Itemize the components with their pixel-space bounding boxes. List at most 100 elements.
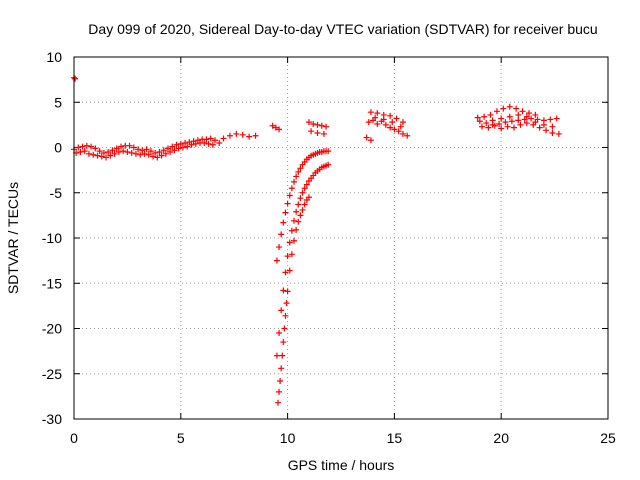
y-tick-label: 10 xyxy=(46,49,62,65)
series-group xyxy=(71,130,259,156)
data-point xyxy=(372,114,379,121)
data-point xyxy=(282,209,289,216)
data-point xyxy=(154,154,161,161)
data-point xyxy=(277,377,284,384)
data-point xyxy=(201,139,208,146)
x-tick-label: 25 xyxy=(600,430,616,446)
data-point xyxy=(130,144,137,151)
data-point xyxy=(288,185,295,192)
data-point xyxy=(75,144,82,151)
x-tick-label: 5 xyxy=(177,430,185,446)
data-point xyxy=(278,307,285,314)
data-point xyxy=(169,143,176,150)
data-point xyxy=(487,111,494,118)
data-point xyxy=(540,121,547,128)
data-point xyxy=(284,288,291,295)
data-point xyxy=(303,181,310,188)
data-point xyxy=(528,115,535,122)
data-point xyxy=(404,132,411,139)
data-point xyxy=(269,122,276,129)
data-point xyxy=(295,201,302,208)
data-point xyxy=(295,218,302,225)
data-point xyxy=(143,146,150,153)
data-point xyxy=(137,151,144,158)
series-group xyxy=(305,119,330,137)
data-point xyxy=(280,287,287,294)
data-point xyxy=(276,330,283,337)
data-point xyxy=(325,148,332,155)
data-point xyxy=(126,142,133,149)
data-point xyxy=(506,103,513,110)
data-point xyxy=(286,239,293,246)
data-point xyxy=(103,154,110,161)
data-point xyxy=(399,119,406,126)
data-point xyxy=(272,124,279,131)
series-group xyxy=(273,148,332,264)
data-point xyxy=(211,137,218,144)
data-point xyxy=(276,126,283,133)
data-point xyxy=(543,127,550,134)
data-point xyxy=(239,131,246,138)
data-point xyxy=(291,237,298,244)
data-point xyxy=(511,124,518,131)
data-point xyxy=(387,124,394,131)
data-point xyxy=(367,109,374,116)
data-point xyxy=(325,161,332,168)
data-point xyxy=(139,147,146,154)
data-point xyxy=(288,227,295,234)
data-point xyxy=(382,121,389,128)
data-point xyxy=(282,269,289,276)
data-point xyxy=(152,149,159,156)
data-point xyxy=(293,173,300,180)
data-point xyxy=(171,147,178,154)
y-tick-label: 0 xyxy=(54,140,62,156)
data-point xyxy=(365,119,372,126)
data-point xyxy=(301,201,308,208)
data-point xyxy=(72,75,79,82)
data-point xyxy=(387,112,394,119)
y-tick-label: -15 xyxy=(42,275,62,291)
data-point xyxy=(399,130,406,137)
data-point xyxy=(291,178,298,185)
data-point xyxy=(216,139,223,146)
data-point xyxy=(293,226,300,233)
data-point xyxy=(305,194,312,201)
data-point xyxy=(100,149,107,156)
data-point xyxy=(98,153,105,160)
x-tick-label: 0 xyxy=(70,430,78,446)
data-point xyxy=(508,118,515,125)
data-point xyxy=(397,123,404,130)
data-point xyxy=(167,149,174,156)
data-point xyxy=(182,139,189,146)
data-point xyxy=(282,312,289,319)
data-point xyxy=(286,192,293,199)
data-point xyxy=(374,110,381,117)
plot-frame xyxy=(73,56,609,420)
data-point xyxy=(284,253,291,260)
data-point xyxy=(491,122,498,129)
data-point xyxy=(94,152,101,159)
series-group xyxy=(73,139,216,161)
data-point xyxy=(305,119,312,126)
data-point xyxy=(79,143,86,150)
data-point xyxy=(299,206,306,213)
data-point xyxy=(374,120,381,127)
data-point xyxy=(295,168,302,175)
data-point xyxy=(502,119,509,126)
series-group xyxy=(71,74,79,82)
y-axis-label: SDTVAR / TECUs xyxy=(5,182,21,294)
data-point xyxy=(124,149,131,156)
data-point xyxy=(111,150,118,157)
data-point xyxy=(128,149,135,156)
data-point xyxy=(288,251,295,258)
x-tick-label: 20 xyxy=(493,430,509,446)
data-point xyxy=(476,118,483,125)
data-point xyxy=(532,119,539,126)
data-point xyxy=(276,244,283,251)
data-point xyxy=(276,388,283,395)
data-point xyxy=(158,152,165,159)
data-point xyxy=(207,135,214,142)
data-point xyxy=(474,114,481,121)
data-point xyxy=(113,145,120,152)
data-point xyxy=(273,257,280,264)
